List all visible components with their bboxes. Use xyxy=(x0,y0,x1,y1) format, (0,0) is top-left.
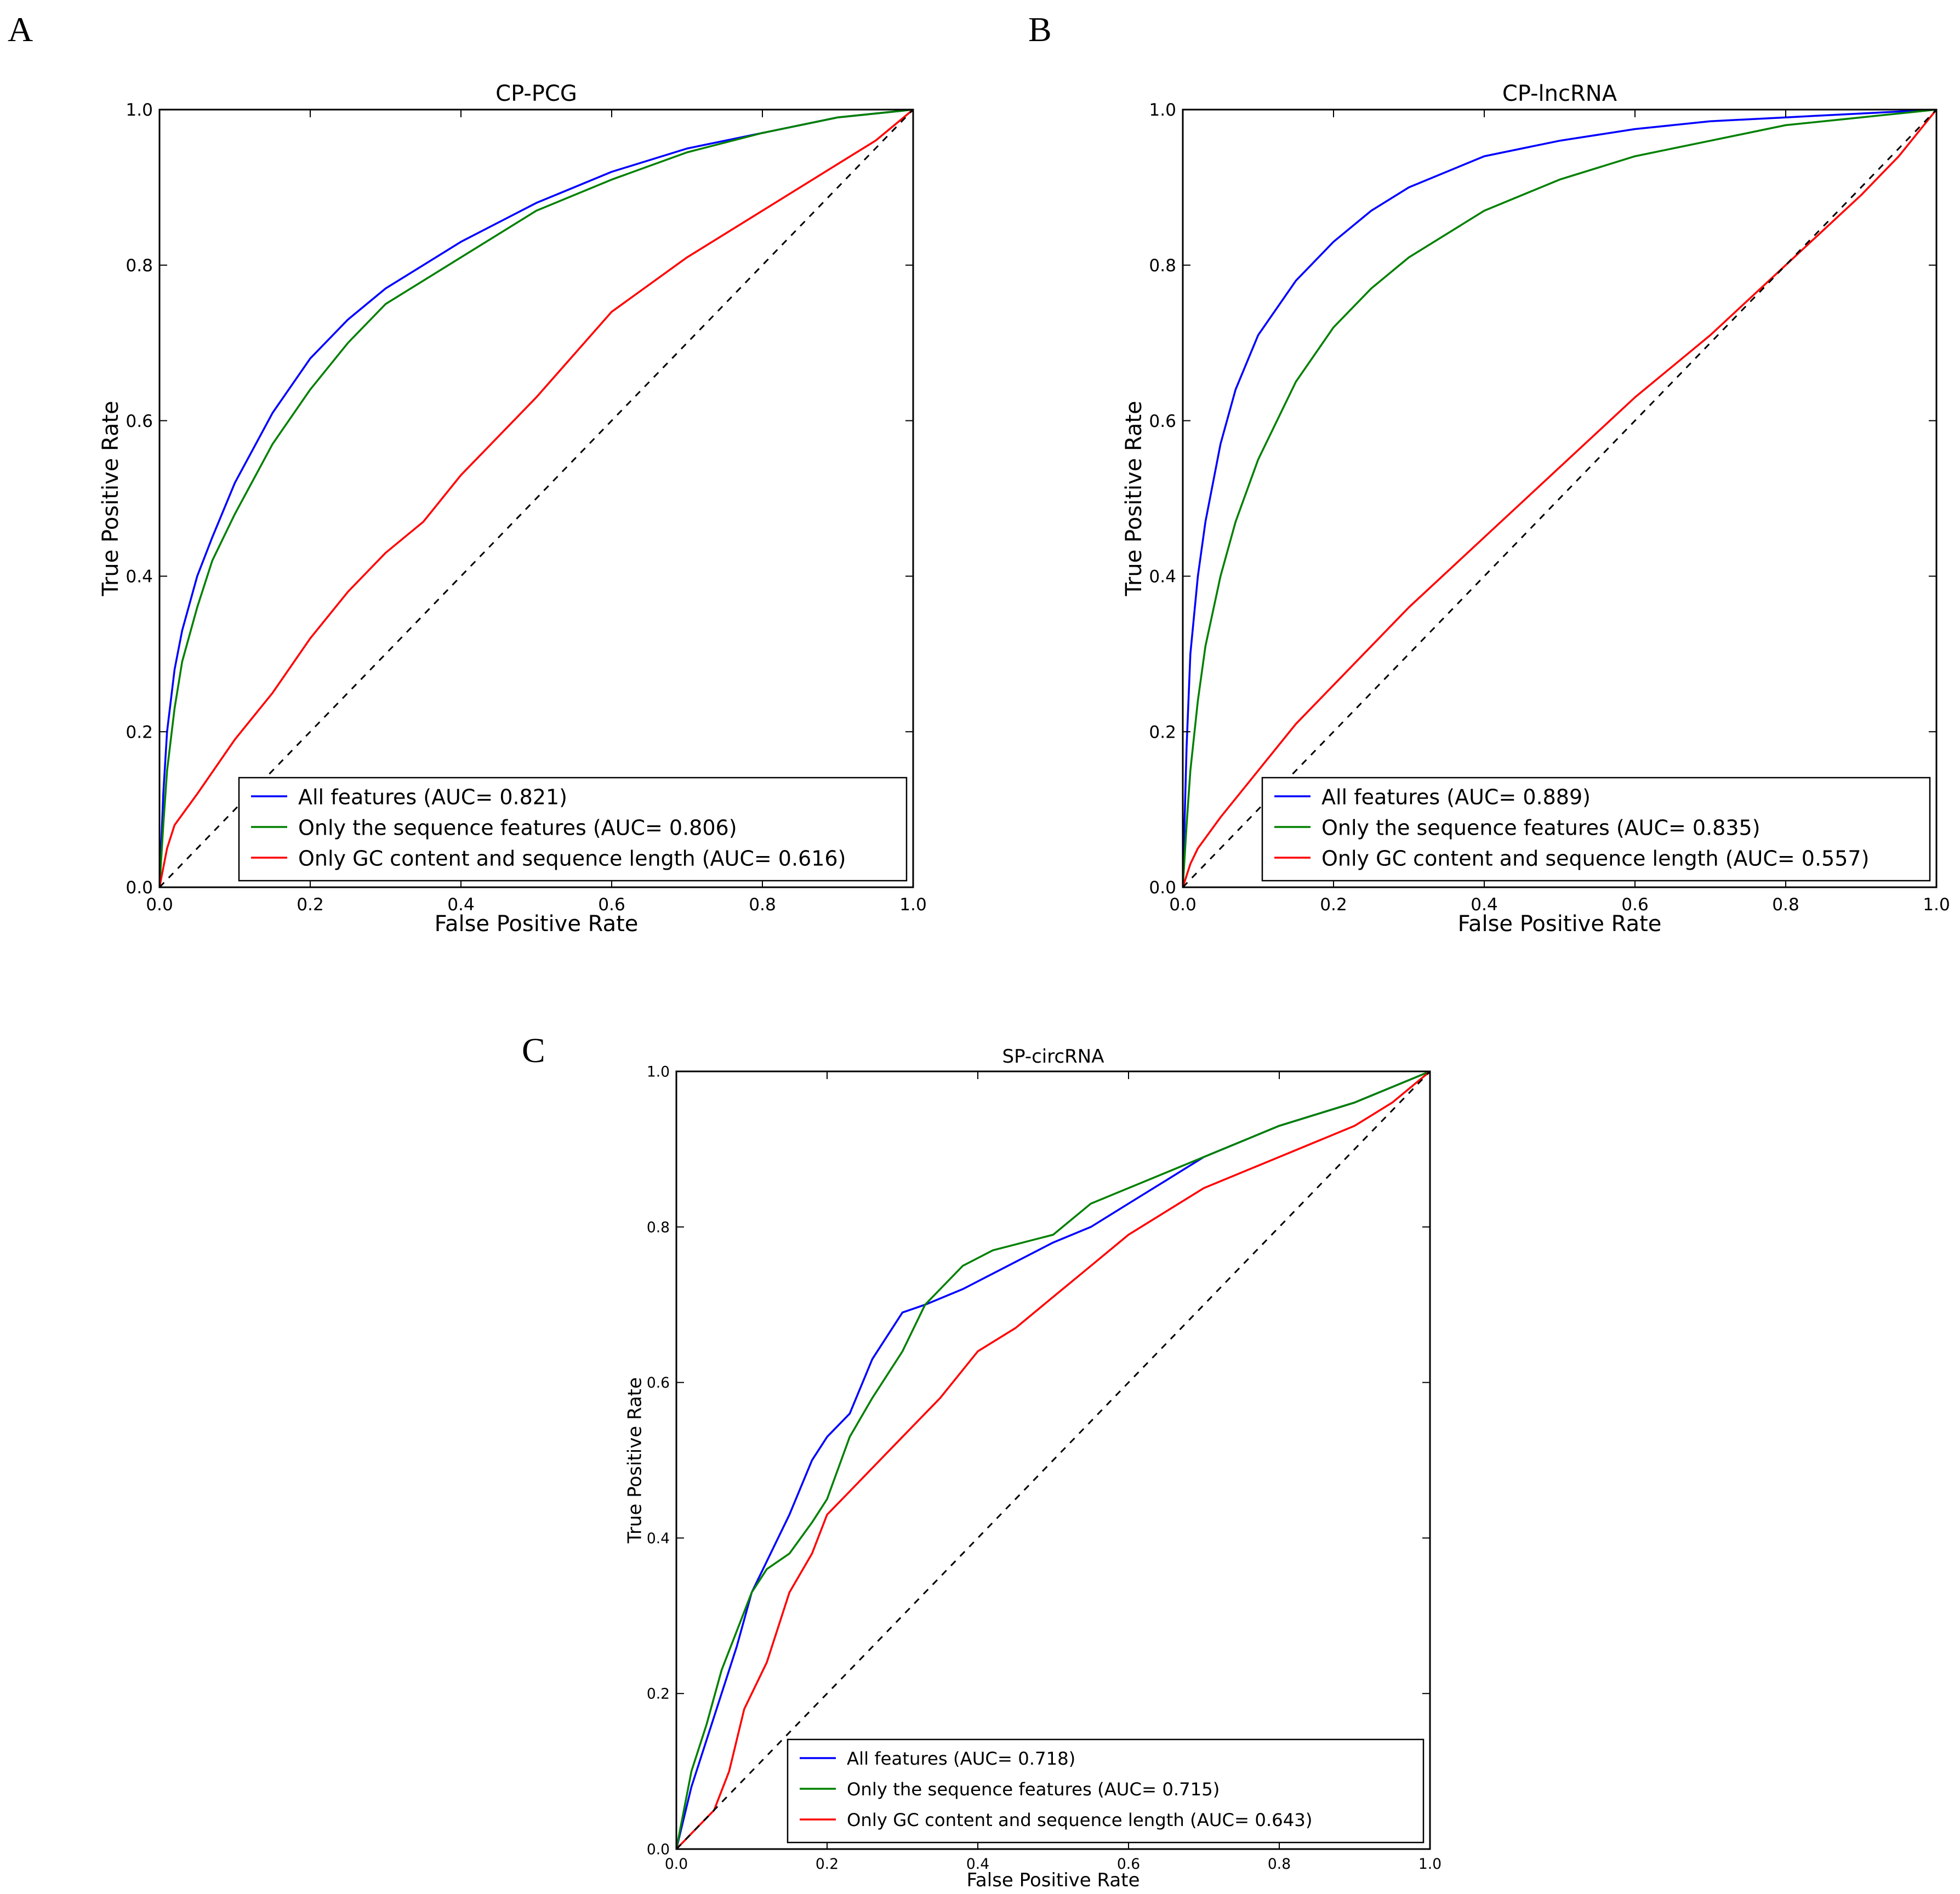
y-tick-label: 1.0 xyxy=(1149,100,1176,120)
y-tick-label: 0.0 xyxy=(126,878,153,898)
roc-curve-1 xyxy=(676,1071,1430,1849)
y-tick-label: 1.0 xyxy=(647,1064,670,1081)
roc-curve-0 xyxy=(1183,110,1936,887)
legend-box xyxy=(787,1738,1425,1844)
x-tick-label: 0.8 xyxy=(1772,895,1799,915)
y-tick-label: 0.8 xyxy=(647,1219,670,1236)
x-tick-label: 0.8 xyxy=(1268,1856,1291,1873)
x-tick-label: 0.4 xyxy=(447,895,475,915)
y-tick-label: 0.4 xyxy=(1149,567,1176,587)
axes-frame xyxy=(675,1070,1431,1850)
x-axis-label: False Positive Rate xyxy=(1458,911,1662,937)
legend-entry: Only the sequence features (AUC= 0.715) xyxy=(847,1779,1220,1800)
y-tick-label: 0.6 xyxy=(647,1374,670,1391)
x-tick-label: 1.0 xyxy=(1418,1856,1441,1873)
roc-curve-2 xyxy=(159,110,913,887)
y-tick-label: 0.2 xyxy=(647,1686,670,1703)
legend-box xyxy=(1261,777,1931,882)
x-tick-label: 0.4 xyxy=(966,1856,989,1873)
x-tick-label: 0.2 xyxy=(1320,895,1347,915)
x-tick-label: 0.6 xyxy=(1117,1856,1140,1873)
legend-box xyxy=(238,777,908,882)
chart-title: CP-PCG xyxy=(495,81,577,106)
y-tick-label: 0.2 xyxy=(126,722,153,742)
diagonal-reference-line xyxy=(159,110,913,887)
x-tick-label: 0.6 xyxy=(1621,895,1649,915)
y-tick-label: 0.0 xyxy=(1149,878,1176,898)
diagonal-reference-line xyxy=(676,1071,1430,1849)
x-tick-label: 0.6 xyxy=(598,895,625,915)
roc-curve-2 xyxy=(1183,110,1936,887)
legend-entry: Only GC content and sequence length (AUC… xyxy=(298,846,846,870)
legend-entry: All features (AUC= 0.718) xyxy=(847,1748,1075,1769)
legend: All features (AUC= 0.889) Only the sequen… xyxy=(1261,777,1931,882)
y-tick-label: 0.0 xyxy=(647,1841,670,1858)
y-axis-label: True Positive Rate xyxy=(1121,401,1147,596)
panel-c: C SP-circRNA 0.0 0.2 0.4 0.6 0.8 1.0 0.0 0.2 0.4 0.… xyxy=(522,1031,1441,1891)
x-tick-label: 0.0 xyxy=(146,895,173,915)
x-tick-label: 1.0 xyxy=(899,895,927,915)
y-tick-label: 0.8 xyxy=(1149,256,1176,276)
roc-curve-2 xyxy=(676,1071,1430,1849)
y-axis-label: True Positive Rate xyxy=(624,1377,646,1544)
roc-curve-0 xyxy=(159,110,913,887)
x-tick-label: 0.2 xyxy=(297,895,324,915)
legend-entry: Only the sequence features (AUC= 0.806) xyxy=(298,815,737,840)
x-tick-label: 0.4 xyxy=(1471,895,1498,915)
panel-letter: A xyxy=(8,10,33,49)
y-axis-label: True Positive Rate xyxy=(98,401,123,596)
chart-title: SP-circRNA xyxy=(1002,1046,1104,1068)
diagonal-reference-line xyxy=(1183,110,1936,887)
panel-a: A CP-PCG 0.0 0.2 0.4 0.6 0.8 1.0 0.0 0.2 0.4 0.6 0.8… xyxy=(8,10,927,937)
chart-title: CP-lncRNA xyxy=(1502,81,1617,106)
y-tick-label: 1.0 xyxy=(126,100,153,120)
legend: All features (AUC= 0.821) Only the sequen… xyxy=(238,777,908,882)
roc-curve-1 xyxy=(159,110,913,887)
y-tick-label: 0.4 xyxy=(647,1530,670,1547)
y-tick-label: 0.6 xyxy=(126,412,153,431)
x-tick-label: 0.2 xyxy=(816,1856,839,1873)
axes-frame xyxy=(1182,109,1938,888)
y-tick-label: 0.6 xyxy=(1149,412,1176,431)
y-tick-label: 0.2 xyxy=(1149,722,1176,742)
roc-curve-1 xyxy=(1183,110,1936,887)
x-axis-label: False Positive Rate xyxy=(967,1869,1140,1891)
x-tick-label: 0.0 xyxy=(665,1856,688,1873)
panel-letter: B xyxy=(1028,10,1052,49)
x-axis-label: False Positive Rate xyxy=(435,911,639,937)
y-tick-label: 0.8 xyxy=(126,256,153,276)
axes-frame xyxy=(158,109,914,888)
x-tick-label: 0.0 xyxy=(1169,895,1196,915)
panel-b: B CP-lncRNA 0.0 0.2 0.4 0.6 0.8 1.0 0.0 0.2 0.4 0.6… xyxy=(1028,10,1950,937)
legend-entry: All features (AUC= 0.821) xyxy=(298,785,567,809)
legend-entry: Only the sequence features (AUC= 0.835) xyxy=(1321,815,1760,840)
x-tick-label: 1.0 xyxy=(1923,895,1950,915)
legend-entry: Only GC content and sequence length (AUC… xyxy=(847,1810,1312,1830)
legend-entry: All features (AUC= 0.889) xyxy=(1321,785,1591,809)
y-tick-label: 0.4 xyxy=(126,567,153,587)
legend-entry: Only GC content and sequence length (AUC… xyxy=(1321,846,1869,870)
panel-letter: C xyxy=(522,1031,545,1070)
x-tick-label: 0.8 xyxy=(749,895,776,915)
legend: All features (AUC= 0.718) Only the sequen… xyxy=(787,1738,1425,1844)
